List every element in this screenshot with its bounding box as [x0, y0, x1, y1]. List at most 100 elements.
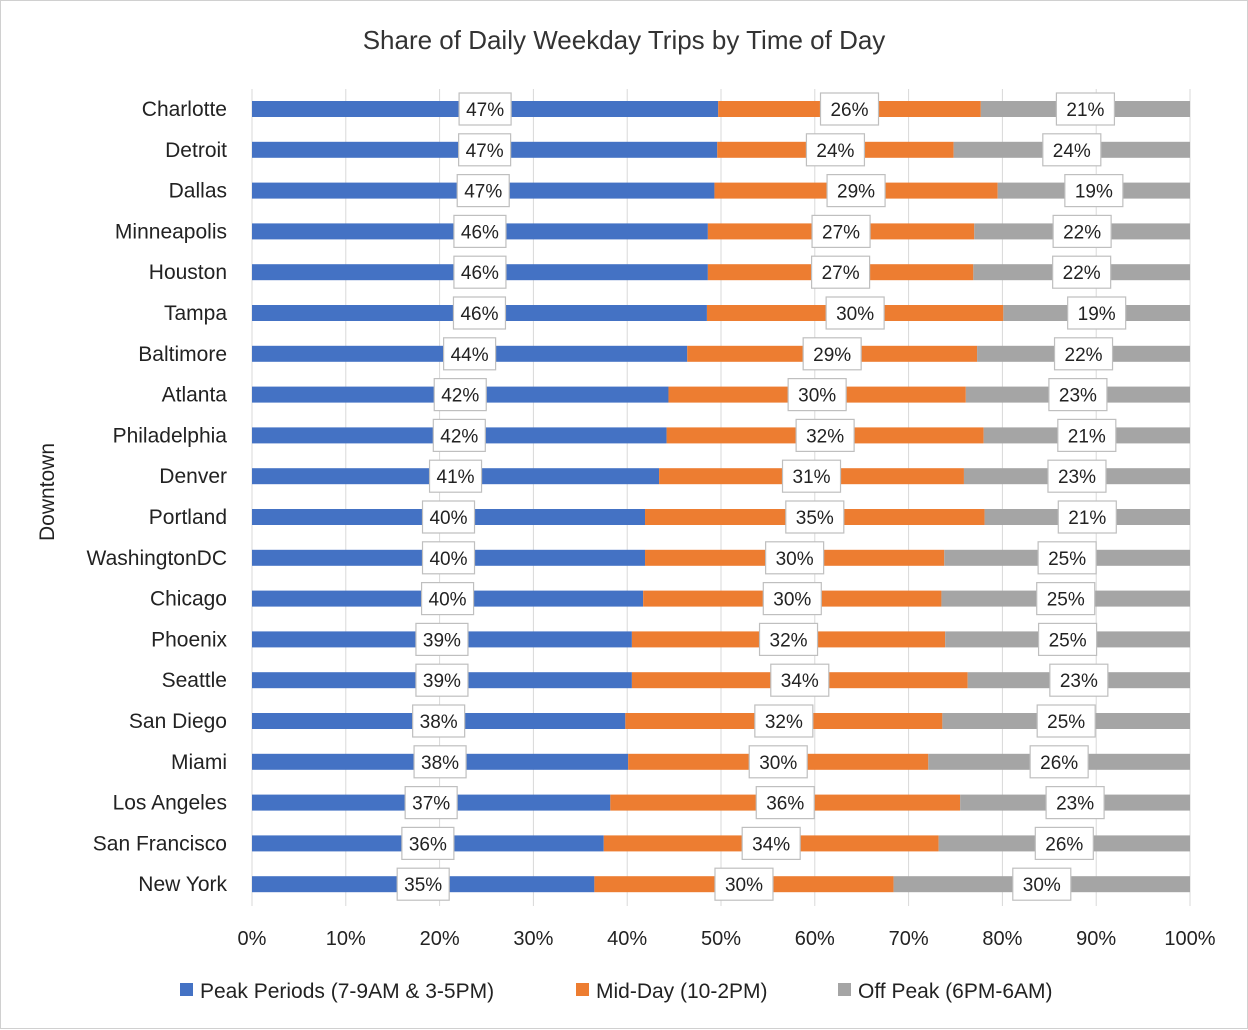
- data-label-box: [432, 418, 486, 452]
- data-label-box: [458, 92, 512, 126]
- data-label-box: [396, 867, 450, 901]
- data-label: 21%: [1055, 92, 1116, 126]
- legend-swatch: [838, 983, 851, 996]
- data-label: 27%: [811, 214, 871, 248]
- data-label-box: [758, 622, 819, 657]
- data-label: 30%: [1012, 867, 1072, 901]
- data-label: 38%: [413, 745, 467, 779]
- data-label-text: 21%: [1068, 426, 1106, 447]
- data-label-box: [1042, 133, 1102, 167]
- data-label-box: [714, 867, 774, 901]
- data-label-text: 19%: [1078, 304, 1116, 325]
- data-label-box: [754, 704, 814, 738]
- legend-label: Mid-Day (10-2PM): [596, 980, 768, 1003]
- data-label-text: 38%: [421, 753, 459, 774]
- data-label: 24%: [1042, 133, 1102, 167]
- data-label: 22%: [1053, 337, 1114, 371]
- data-label: 25%: [1037, 541, 1097, 575]
- data-label-text: 22%: [1063, 222, 1101, 243]
- category-label: Chicago: [150, 588, 227, 611]
- data-label-box: [1052, 255, 1112, 289]
- category-label: Houston: [149, 261, 227, 284]
- data-label-box: [811, 214, 871, 248]
- data-label-box: [452, 296, 507, 330]
- data-label: 26%: [1029, 745, 1089, 779]
- x-tick-label: 50%: [701, 928, 741, 950]
- data-label: 47%: [458, 92, 512, 126]
- legend-label: Off Peak (6PM-6AM): [858, 980, 1053, 1003]
- data-label: 39%: [415, 622, 469, 657]
- data-label-box: [1037, 622, 1098, 657]
- data-label-box: [1036, 704, 1096, 738]
- data-label-box: [781, 459, 842, 493]
- data-label-text: 24%: [1053, 141, 1091, 162]
- data-label-text: 23%: [1059, 386, 1097, 407]
- data-label: 30%: [825, 296, 885, 330]
- data-label: 30%: [762, 581, 822, 616]
- category-label: Baltimore: [138, 343, 227, 366]
- data-label-box: [456, 174, 510, 208]
- data-label-text: 26%: [1040, 753, 1078, 774]
- data-label-text: 24%: [816, 141, 854, 162]
- data-label-box: [412, 704, 466, 738]
- legend-label: Peak Periods (7-9AM & 3-5PM): [200, 980, 494, 1003]
- gridlines: [251, 89, 1191, 906]
- data-label-text: 39%: [423, 630, 461, 651]
- data-label-text: 29%: [813, 345, 851, 366]
- data-label-box: [755, 785, 815, 820]
- data-label-text: 32%: [770, 630, 808, 651]
- data-label: 40%: [421, 541, 476, 575]
- data-label-box: [1052, 214, 1112, 248]
- data-label-text: 30%: [776, 549, 814, 570]
- data-label: 27%: [810, 255, 871, 289]
- data-label-box: [428, 459, 483, 493]
- category-label: WashingtonDC: [87, 547, 227, 570]
- data-label-box: [787, 378, 847, 412]
- data-label: 25%: [1037, 622, 1098, 657]
- data-label: 36%: [401, 826, 455, 861]
- data-label: 37%: [404, 785, 458, 820]
- category-label: Dallas: [169, 180, 227, 203]
- data-label-box: [421, 500, 476, 534]
- data-label: 32%: [754, 704, 814, 738]
- data-label-text: 26%: [830, 100, 868, 121]
- data-label-box: [810, 255, 871, 289]
- data-label-text: 23%: [1056, 794, 1094, 815]
- data-label-text: 47%: [466, 100, 504, 121]
- x-tick-label: 10%: [326, 928, 366, 950]
- x-axis-ticks: 0% 10% 20% 30% 40% 50% 60% 70% 80% 90% 100%: [238, 928, 1216, 950]
- data-label-box: [1067, 296, 1127, 330]
- data-label-box: [1064, 174, 1124, 208]
- data-label-text: 31%: [793, 467, 831, 488]
- data-label-text: 32%: [806, 426, 844, 447]
- data-label-box: [1055, 92, 1116, 126]
- data-label-text: 37%: [412, 794, 450, 815]
- data-label-box: [453, 214, 507, 248]
- data-label: 42%: [432, 418, 486, 452]
- category-label: Seattle: [162, 669, 227, 692]
- legend-item: Peak Periods (7-9AM & 3-5PM): [180, 980, 494, 1003]
- data-label-text: 36%: [766, 794, 804, 815]
- data-label-text: 23%: [1060, 671, 1098, 692]
- data-label-text: 25%: [1047, 590, 1085, 611]
- chart-title: Share of Daily Weekday Trips by Time of …: [363, 25, 886, 55]
- data-label: 38%: [412, 704, 466, 738]
- x-tick-label: 0%: [238, 928, 267, 950]
- data-label-text: 26%: [1045, 834, 1083, 855]
- data-label-box: [1012, 867, 1072, 901]
- y-axis-title: Downtown: [36, 443, 59, 541]
- data-label-box: [741, 826, 801, 861]
- data-label-text: 22%: [1065, 345, 1103, 366]
- data-label-box: [401, 826, 455, 861]
- data-label-box: [819, 92, 880, 126]
- category-label: Charlotte: [142, 98, 227, 121]
- data-label-box: [1045, 785, 1105, 820]
- data-label: 35%: [785, 500, 845, 534]
- data-label-text: 30%: [836, 304, 874, 325]
- category-label: Atlanta: [162, 384, 228, 407]
- data-label-box: [1057, 500, 1117, 534]
- data-label-text: 30%: [759, 753, 797, 774]
- data-label: 32%: [795, 418, 855, 452]
- data-label-box: [770, 663, 830, 697]
- data-label-box: [1037, 541, 1097, 575]
